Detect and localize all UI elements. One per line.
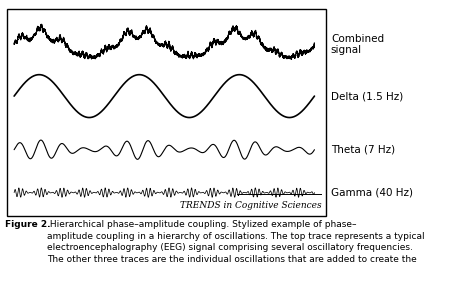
Text: Gamma (40 Hz): Gamma (40 Hz) xyxy=(331,188,413,198)
Text: Theta (7 Hz): Theta (7 Hz) xyxy=(331,145,395,155)
Text: Combined
signal: Combined signal xyxy=(331,34,384,56)
Bar xyxy=(7,9,326,216)
Text: Delta (1.5 Hz): Delta (1.5 Hz) xyxy=(331,91,403,101)
Text: Figure 2.: Figure 2. xyxy=(5,220,50,230)
Text: Hierarchical phase–amplitude coupling. Stylized example of phase–
amplitude coup: Hierarchical phase–amplitude coupling. S… xyxy=(47,220,425,264)
Text: TRENDS in Cognitive Sciences: TRENDS in Cognitive Sciences xyxy=(180,201,321,210)
